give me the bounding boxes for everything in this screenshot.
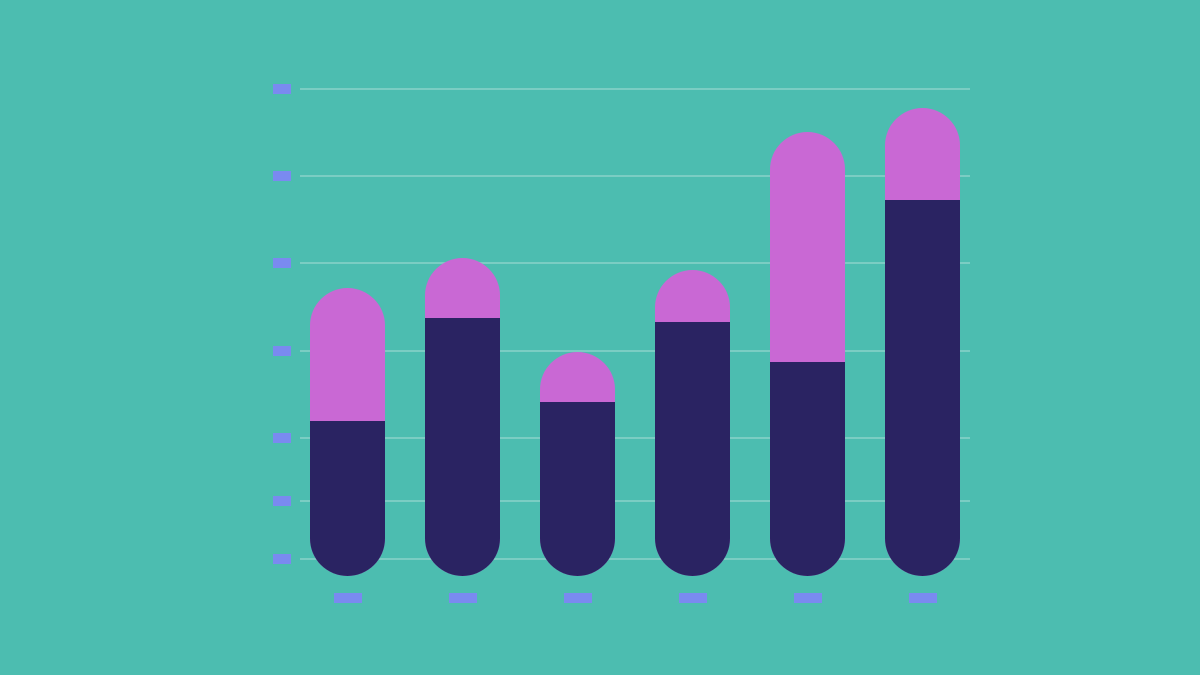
chart-canvas xyxy=(0,0,1200,675)
bar-segment-bottom xyxy=(885,200,960,576)
y-axis-tick xyxy=(273,84,291,94)
bar-segment-bottom xyxy=(770,362,845,576)
y-axis-tick xyxy=(273,171,291,181)
x-axis-tick xyxy=(794,593,822,603)
y-axis-tick xyxy=(273,496,291,506)
x-axis-tick xyxy=(449,593,477,603)
y-axis-tick xyxy=(273,433,291,443)
y-axis-tick xyxy=(273,258,291,268)
gridline xyxy=(300,88,970,90)
x-axis-tick xyxy=(564,593,592,603)
x-axis-tick xyxy=(334,593,362,603)
gridline xyxy=(300,437,970,439)
gridline xyxy=(300,558,970,560)
x-axis-tick xyxy=(679,593,707,603)
bar-segment-bottom xyxy=(310,421,385,576)
y-axis-tick xyxy=(273,346,291,356)
bar-segment-bottom xyxy=(655,322,730,576)
bar-segment-bottom xyxy=(540,402,615,576)
x-axis-tick xyxy=(909,593,937,603)
y-axis-tick xyxy=(273,554,291,564)
gridline xyxy=(300,175,970,177)
bar-segment-bottom xyxy=(425,318,500,576)
gridline xyxy=(300,350,970,352)
gridline xyxy=(300,262,970,264)
gridline xyxy=(300,500,970,502)
